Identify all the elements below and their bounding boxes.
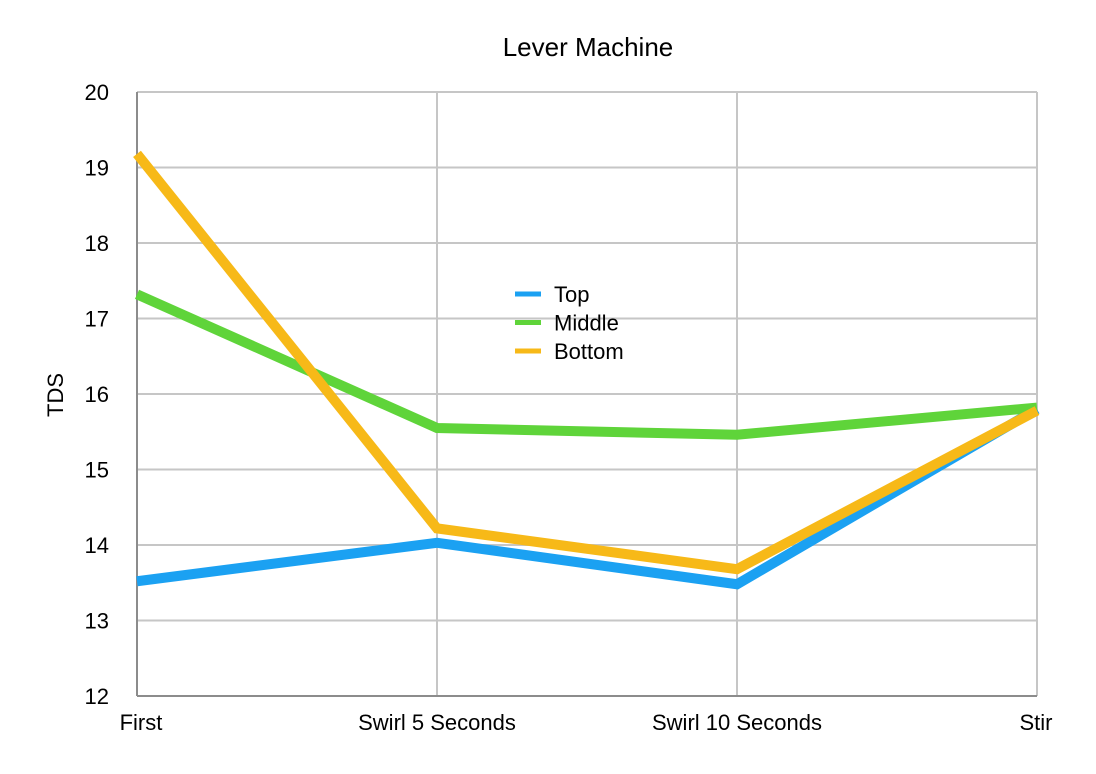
y-tick-label: 14 [85,533,109,558]
x-tick-label: Swirl 10 Seconds [652,710,822,735]
y-tick-label: 15 [85,458,109,483]
x-tick-label: First [120,710,163,735]
y-axis-title: TDS [43,373,68,417]
y-tick-label: 18 [85,231,109,256]
series-line-top [136,404,1040,590]
axes [136,92,1037,697]
legend-label-top: Top [554,282,589,307]
y-tick-label: 17 [85,307,109,332]
y-tick-label: 19 [85,156,109,181]
series-lines [133,150,1040,590]
y-axis-ticks: 12 13 14 15 16 17 18 19 20 [85,80,109,709]
y-tick-label: 12 [85,684,109,709]
series-line-bottom [133,150,1040,575]
x-axis-ticks: First Swirl 5 Seconds Swirl 10 Seconds Stir [120,710,1053,735]
x-tick-label: Stir [1020,710,1053,735]
y-tick-label: 20 [85,80,109,105]
legend: Top Middle Bottom [515,282,624,364]
y-tick-label: 16 [85,382,109,407]
legend-label-bottom: Bottom [554,339,624,364]
x-tick-label: Swirl 5 Seconds [358,710,516,735]
legend-label-middle: Middle [554,311,619,336]
chart-title: Lever Machine [503,32,674,62]
gridlines [137,91,1038,696]
y-tick-label: 13 [85,609,109,634]
series-line-middle [134,289,1038,440]
